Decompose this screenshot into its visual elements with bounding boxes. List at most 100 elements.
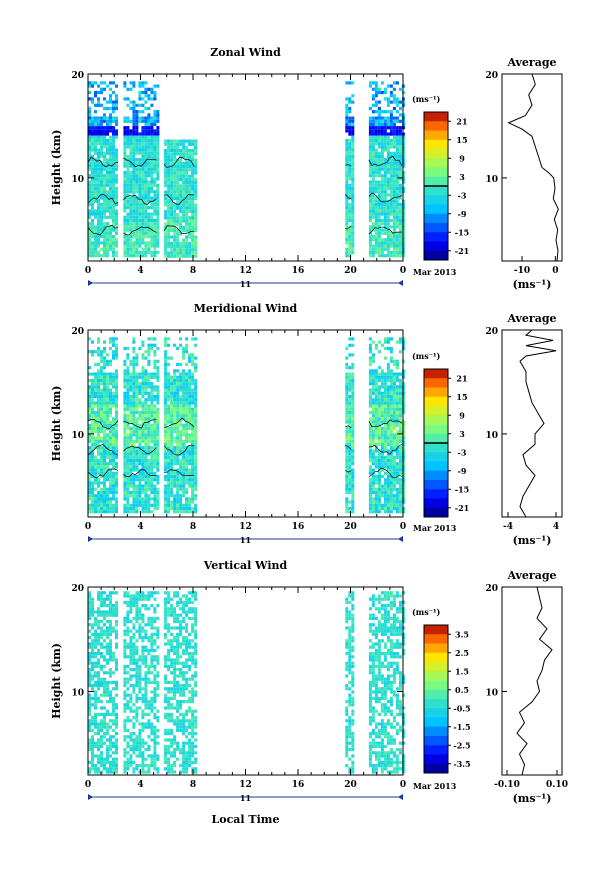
heatmap-cell [88,455,91,459]
heatmap-cell [147,193,151,197]
heatmap-cell [100,471,103,475]
heatmap-cell [147,113,151,117]
heatmap-cell [156,177,160,181]
heatmap-cell [129,610,133,614]
heatmap-cell [91,410,94,415]
heatmap-cell [141,154,145,159]
heatmap-cell [97,90,100,95]
heatmap-cell [173,203,177,207]
heatmap-cell [115,767,118,771]
heatmap-cell [94,696,97,700]
heatmap-cell [135,241,139,245]
heatmap-cell [374,410,378,415]
heatmap-cell [132,154,136,159]
heatmap-cell [176,149,180,153]
heatmap-cell [153,449,157,453]
heatmap-cell [138,462,142,466]
heatmap-cell [112,481,115,485]
heatmap-cell [141,626,145,630]
heatmap-cell [91,767,94,771]
heatmap-cell [380,398,384,402]
heatmap-cell [106,648,109,652]
heatmap-cell [398,426,402,431]
heatmap-cell [153,161,157,165]
heatmap-cell [109,129,112,133]
heatmap-cell [389,174,393,178]
heatmap-cell [179,478,183,482]
heatmap-cell [188,219,192,223]
heatmap-cell [395,170,399,175]
heatmap-cell [112,629,115,633]
heatmap-cell [170,161,174,165]
heatmap-cell [147,500,151,504]
heatmap-cell [153,234,157,239]
heatmap-cell [173,142,177,146]
heatmap-cell [374,430,378,434]
heatmap-cell [129,142,133,146]
heatmap-cell [348,404,352,408]
heatmap-cell [126,610,130,614]
panel-title: Zonal Wind [210,46,281,59]
heatmap-cell [164,155,168,159]
heatmap-cell [144,503,148,507]
heatmap-cell [147,433,151,437]
heatmap-cell [194,362,198,367]
heatmap-cell [395,433,399,437]
heatmap-cell [176,245,180,249]
heatmap-cell [167,225,171,229]
heatmap-cell [132,494,136,498]
heatmap-cell [392,449,396,453]
heatmap-cell [132,378,136,383]
heatmap-cell [182,251,186,255]
heatmap-cell [374,394,378,399]
heatmap-cell [135,607,139,611]
heatmap-cell [153,177,157,181]
heatmap-cell [97,414,100,418]
heatmap-cell [135,132,139,136]
heatmap-cell [398,462,402,466]
heatmap-cell [351,343,355,347]
heatmap-cell [109,180,112,184]
heatmap-cell [386,394,390,399]
heatmap-cell [194,494,198,498]
heatmap-cell [395,420,399,424]
heatmap-cell [383,375,387,379]
heatmap-cell [115,154,118,159]
heatmap-cell [188,401,192,405]
heatmap-cell [138,414,142,418]
heatmap-cell [386,228,390,232]
heatmap-cell [173,375,177,379]
heatmap-cell [141,604,145,608]
heatmap-cell [115,167,118,171]
heatmap-cell [374,487,378,491]
heatmap-cell [129,398,133,402]
heatmap-cell [138,138,142,143]
heatmap-cell [88,506,91,511]
heatmap-cell [97,465,100,469]
heatmap-cell [386,154,390,159]
heatmap-cell [188,458,192,463]
heatmap-cell [170,404,174,408]
heatmap-cell [106,671,109,675]
heatmap-cell [170,471,174,475]
heatmap-cell [100,600,103,604]
heatmap-cell [345,478,349,482]
heatmap-cell [103,481,106,485]
heatmap-cell [135,645,139,649]
heatmap-cell [185,455,189,459]
heatmap-cell [132,215,136,219]
heatmap-cell [368,356,372,360]
heatmap-cell [109,623,112,627]
heatmap-cell [173,177,177,181]
heatmap-cell [126,433,130,437]
heatmap-cell [126,398,130,402]
heatmap-cell [115,388,118,392]
heatmap-cell [182,468,186,472]
avg-y-tick-label: 20 [485,71,498,81]
heatmap-cell [112,604,115,608]
heatmap-cell [348,177,352,181]
heatmap-cell [88,770,91,774]
heatmap-cell [398,401,402,405]
heatmap-cell [374,369,378,373]
heatmap-cell [91,757,94,761]
